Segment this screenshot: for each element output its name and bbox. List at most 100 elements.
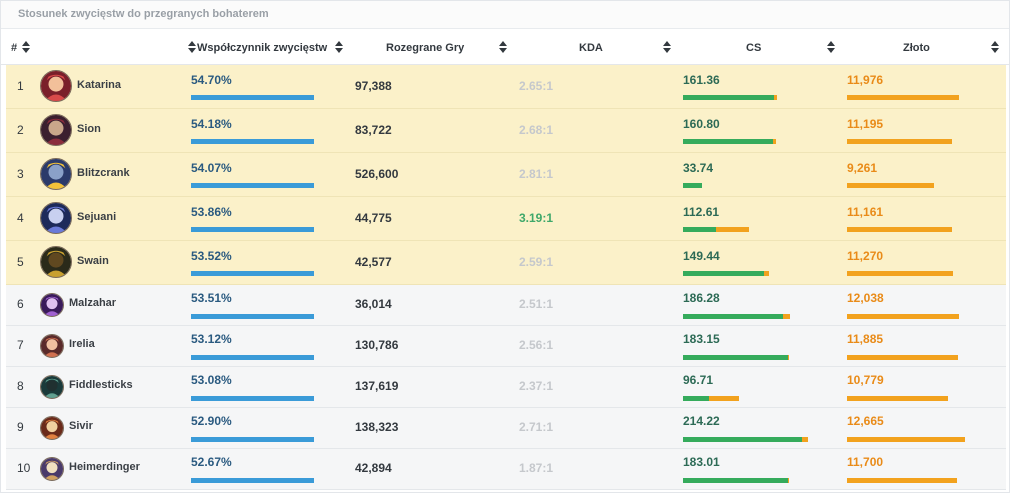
champion-name[interactable]: Blitzcrank xyxy=(77,167,130,179)
champion-name[interactable]: Fiddlesticks xyxy=(69,379,133,391)
champion-name[interactable]: Irelia xyxy=(69,338,95,350)
heimerdinger-portrait-icon[interactable] xyxy=(40,457,64,481)
cs-value: 186.28 xyxy=(683,291,720,305)
gold-value: 11,976 xyxy=(847,73,884,87)
champion-name[interactable]: Katarina xyxy=(77,79,122,91)
sejuani-portrait-icon[interactable] xyxy=(40,202,72,234)
table-row[interactable]: 10 Heimerdinger 52.67% 42,894 1.87:1 183.01 11… xyxy=(6,449,1006,490)
cs-bar-minions xyxy=(683,396,709,401)
rank-cell: 8 xyxy=(17,379,24,393)
swain-portrait-icon[interactable] xyxy=(40,246,72,278)
cs-bar-minions xyxy=(683,227,716,232)
cs-bar xyxy=(683,95,777,100)
cs-bar xyxy=(683,396,739,401)
gold-bar xyxy=(847,227,952,232)
sort-kda-icon[interactable] xyxy=(663,41,671,53)
sort-rank-icon[interactable] xyxy=(22,41,30,53)
malzahar-portrait-icon[interactable] xyxy=(40,293,64,317)
table-row[interactable]: 2 Sion 54.18% 83,722 2.68:1 160.80 11,195 xyxy=(6,109,1006,153)
winrate-value: 52.90% xyxy=(191,414,232,428)
champion-name[interactable]: Heimerdinger xyxy=(69,461,140,473)
blitzcrank-portrait-icon[interactable] xyxy=(40,158,72,190)
table-row[interactable]: 1 Katarina 54.70% 97,388 2.65:1 161.36 11,976 xyxy=(6,65,1006,109)
gold-bar xyxy=(847,271,953,276)
cs-bar-jungle xyxy=(773,139,776,144)
katarina-portrait-icon[interactable] xyxy=(40,70,72,102)
rank-cell: 10 xyxy=(17,461,31,475)
champion-name[interactable]: Sion xyxy=(77,123,101,135)
gold-value: 12,038 xyxy=(847,291,884,305)
rank-cell: 5 xyxy=(17,255,24,269)
table-row[interactable]: 5 Swain 53.52% 42,577 2.59:1 149.44 11,270 xyxy=(6,241,1006,285)
cs-bar-jungle xyxy=(764,271,769,276)
sort-gold-icon[interactable] xyxy=(991,41,999,53)
champion-name[interactable]: Sejuani xyxy=(77,211,117,223)
table-row[interactable]: 3 Blitzcrank 54.07% 526,600 2.81:1 33.74 9,261 xyxy=(6,153,1006,197)
sort-games-icon[interactable] xyxy=(499,41,507,53)
rank-cell: 7 xyxy=(17,338,24,352)
gold-bar xyxy=(847,183,934,188)
table-row[interactable]: 6 Malzahar 53.51% 36,014 2.51:1 186.28 12,038 xyxy=(6,285,1006,326)
winrate-value: 53.52% xyxy=(191,249,232,263)
sivir-portrait-icon[interactable] xyxy=(40,416,64,440)
winrate-bar xyxy=(191,95,314,100)
champion-name[interactable]: Swain xyxy=(77,255,109,267)
gold-bar xyxy=(847,396,948,401)
gold-bar xyxy=(847,355,958,360)
games-value: 42,577 xyxy=(355,255,392,269)
gold-bar xyxy=(847,478,957,483)
cs-bar xyxy=(683,314,791,319)
gold-value: 11,885 xyxy=(847,332,884,346)
cs-value: 160.80 xyxy=(683,117,720,131)
kda-value: 3.19:1 xyxy=(519,211,554,225)
irelia-portrait-icon[interactable] xyxy=(40,334,64,358)
table-row[interactable]: 9 Sivir 52.90% 138,323 2.71:1 214.22 12,665 xyxy=(6,408,1006,449)
cs-bar-minions xyxy=(683,139,773,144)
games-value: 138,323 xyxy=(355,420,399,434)
cs-bar xyxy=(683,437,808,442)
cs-bar xyxy=(683,227,749,232)
table-row[interactable]: 7 Irelia 53.12% 130,786 2.56:1 183.15 11,885 xyxy=(6,326,1006,367)
cs-value: 33.74 xyxy=(683,161,714,175)
winrate-bar xyxy=(191,355,314,360)
winrate-bar xyxy=(191,227,314,232)
col-cs-header[interactable]: CS xyxy=(746,42,762,54)
col-kda-header[interactable]: KDA xyxy=(579,42,603,54)
kda-value: 2.59:1 xyxy=(519,255,554,269)
table-row[interactable]: 4 Sejuani 53.86% 44,775 3.19:1 112.61 11,161 xyxy=(6,197,1006,241)
rank-cell: 2 xyxy=(17,123,24,137)
cs-value: 183.01 xyxy=(683,455,720,469)
fiddlesticks-portrait-icon[interactable] xyxy=(40,375,64,399)
winrate-value: 53.08% xyxy=(191,373,232,387)
games-value: 97,388 xyxy=(355,79,392,93)
champion-name[interactable]: Sivir xyxy=(69,420,93,432)
panel-title: Stosunek zwycięstw do przegranych bohate… xyxy=(1,1,1009,29)
winrate-value: 53.86% xyxy=(191,205,232,219)
cs-value: 183.15 xyxy=(683,332,720,346)
kda-value: 2.81:1 xyxy=(519,167,554,181)
rank-cell: 9 xyxy=(17,420,24,434)
games-value: 44,775 xyxy=(355,211,392,225)
games-value: 130,786 xyxy=(355,338,399,352)
winrate-bar xyxy=(191,271,314,276)
champion-name[interactable]: Malzahar xyxy=(69,297,117,309)
table-row[interactable]: 8 Fiddlesticks 53.08% 137,619 2.37:1 96.71 10,… xyxy=(6,367,1006,408)
sort-blank-icon[interactable] xyxy=(188,41,196,53)
sort-cs-icon[interactable] xyxy=(827,41,835,53)
sort-winrate-icon[interactable] xyxy=(335,41,343,53)
col-gold-header[interactable]: Złoto xyxy=(903,42,930,54)
cs-bar xyxy=(683,478,789,483)
kda-value: 2.56:1 xyxy=(519,338,554,352)
winrate-value: 52.67% xyxy=(191,455,232,469)
cs-bar-jungle xyxy=(788,478,789,483)
cs-bar xyxy=(683,183,702,188)
col-rank-header[interactable]: # xyxy=(11,42,18,54)
sion-portrait-icon[interactable] xyxy=(40,114,72,146)
col-games-header[interactable]: Rozegrane Gry xyxy=(386,42,465,54)
gold-value: 10,779 xyxy=(847,373,884,387)
gold-value: 11,195 xyxy=(847,117,884,131)
games-value: 137,619 xyxy=(355,379,399,393)
cs-bar-jungle xyxy=(783,314,790,319)
col-winrate-header[interactable]: Współczynnik zwycięstw xyxy=(197,42,328,54)
cs-bar-minions xyxy=(683,183,702,188)
